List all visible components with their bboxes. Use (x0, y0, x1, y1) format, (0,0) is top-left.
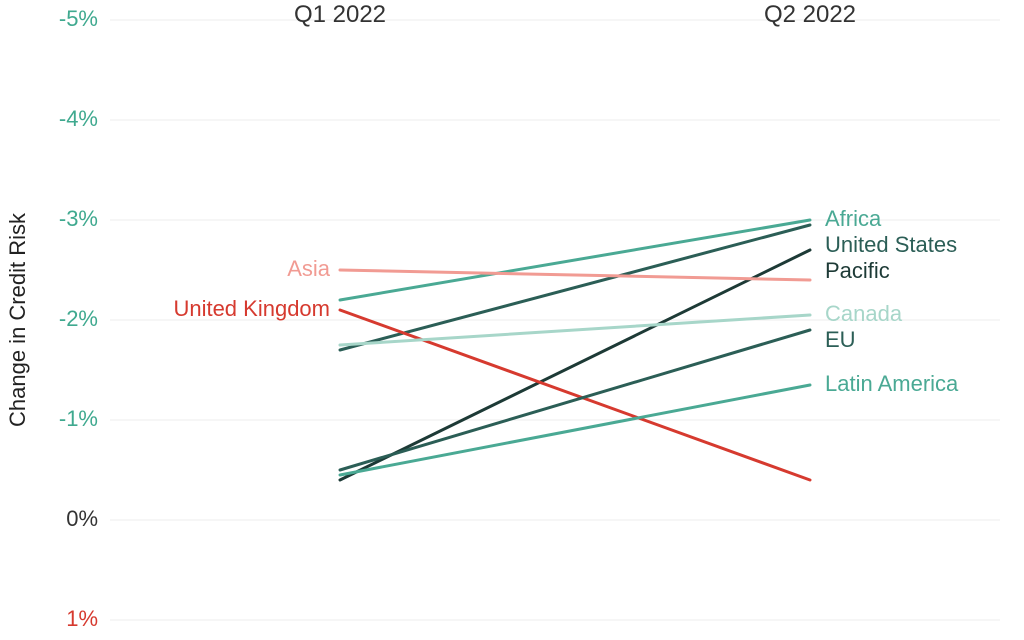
credit-risk-slope-chart: Change in Credit Risk -5%-4%-3%-2%-1%0%1… (0, 0, 1024, 640)
y-tick-label: -1% (59, 406, 98, 431)
y-tick-label: -4% (59, 106, 98, 131)
series-label: Pacific (825, 258, 890, 283)
series-line (340, 310, 810, 480)
series-line (340, 270, 810, 280)
y-tick-label: -3% (59, 206, 98, 231)
series-label: Africa (825, 206, 882, 231)
series-label: EU (825, 327, 856, 352)
series-label: United States (825, 232, 957, 257)
y-tick-label: -5% (59, 6, 98, 31)
series-label: United Kingdom (173, 296, 330, 321)
y-tick-label: 0% (66, 506, 98, 531)
chart-svg: -5% -4% -3% -2% -1% 0% 1% Q1 2022 Q2 2022 Asia Uni… (0, 0, 1024, 640)
series-label: Latin America (825, 371, 959, 396)
series-label: Canada (825, 301, 903, 326)
series-label: Asia (287, 256, 331, 281)
x-label-q1: Q1 2022 (294, 1, 386, 28)
series-line (340, 250, 810, 480)
y-tick-label: -2% (59, 306, 98, 331)
x-label-q2: Q2 2022 (764, 1, 856, 28)
y-tick-label: 1% (66, 606, 98, 631)
